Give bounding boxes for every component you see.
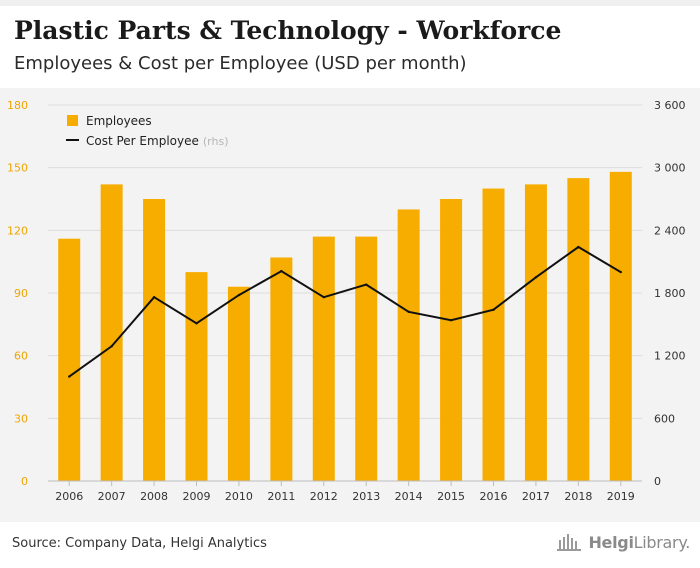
chart-area: 0 30 60 90 120 150 180 0 600 1 200 1 800 2 400 3 000… <box>0 88 700 522</box>
x-tick-label: 2011 <box>267 490 295 503</box>
top-accent-bar <box>0 0 700 6</box>
y-left-tick-label: 0 <box>21 475 28 488</box>
x-tick-label: 2013 <box>352 490 380 503</box>
employees-bar <box>58 238 81 481</box>
cost-per-employee-point <box>280 269 283 273</box>
x-tick-label: 2019 <box>607 490 635 503</box>
cost-per-employee-point <box>68 375 71 378</box>
cost-per-employee-point <box>152 295 156 299</box>
cost-per-employee-point <box>492 308 495 311</box>
x-tick-label: 2008 <box>140 490 168 503</box>
employees-bar <box>355 236 378 481</box>
y-right-tick-label: 1 200 <box>654 350 686 363</box>
x-tick-label: 2012 <box>310 490 338 503</box>
employees-bar <box>100 184 123 481</box>
brand-logo[interactable]: HelgiLibrary. <box>556 532 690 552</box>
cost-per-employee-point <box>195 322 198 325</box>
cost-per-employee-point <box>365 283 368 286</box>
employees-bar <box>397 209 420 481</box>
x-tick-label: 2010 <box>225 490 253 503</box>
employees-bar <box>609 171 632 481</box>
cost-per-employee-point <box>322 295 325 299</box>
x-tick-label: 2017 <box>522 490 550 503</box>
source-note: Source: Company Data, Helgi Analytics <box>12 536 267 551</box>
x-tick-label: 2009 <box>183 490 211 503</box>
legend-cost-label: Cost Per Employee <box>86 134 199 148</box>
y-left-tick-label: 60 <box>14 350 28 363</box>
x-tick-label: 2006 <box>55 490 83 503</box>
x-tick-label: 2015 <box>437 490 465 503</box>
y-right-tick-label: 1 800 <box>654 287 686 300</box>
workforce-chart: 0 30 60 90 120 150 180 0 600 1 200 1 800 2 400 3 000… <box>7 99 686 503</box>
y-right-tick-label: 3 000 <box>654 162 686 175</box>
employees-bar <box>567 178 590 481</box>
employees-bar <box>185 272 208 481</box>
library-building-icon <box>557 534 582 551</box>
legend-rhs-suffix: (rhs) <box>203 135 229 148</box>
y-left-tick-label: 30 <box>14 412 28 425</box>
x-tick-label: 2018 <box>564 490 592 503</box>
legend-employees-label: Employees <box>86 114 152 128</box>
y-right-tick-label: 3 600 <box>654 99 686 112</box>
cost-per-employee-point <box>110 345 113 348</box>
y-left-tick-label: 180 <box>7 99 28 112</box>
cost-per-employee-point <box>449 318 453 322</box>
y-left-tick-label: 120 <box>7 224 28 237</box>
cost-per-employee-point <box>237 293 241 297</box>
legend-employees-swatch <box>67 115 78 126</box>
cost-per-employee-point <box>619 270 622 274</box>
y-left-tick-label: 90 <box>14 287 28 300</box>
employees-bar <box>143 199 166 481</box>
cost-per-employee-point <box>534 276 538 279</box>
x-tick-label: 2007 <box>98 490 126 503</box>
chart-title: Plastic Parts & Technology - Workforce <box>14 16 562 45</box>
brand-name: HelgiLibrary. <box>588 532 690 552</box>
x-tick-label: 2016 <box>480 490 508 503</box>
employees-bar <box>440 199 463 481</box>
employees-bar <box>227 286 250 481</box>
y-right-tick-label: 0 <box>654 475 661 488</box>
y-right-tick-label: 600 <box>654 412 675 425</box>
chart-subtitle: Employees & Cost per Employee (USD per m… <box>14 53 467 74</box>
employees-bar <box>270 257 293 481</box>
cost-per-employee-line <box>68 245 622 378</box>
cost-per-employee-point <box>407 310 410 313</box>
y-left-tick-label: 150 <box>7 162 28 175</box>
employees-bar <box>524 184 547 481</box>
cost-per-employee-point <box>577 245 580 249</box>
y-right-tick-label: 2 400 <box>654 224 686 237</box>
employees-bar <box>312 236 335 481</box>
x-tick-label: 2014 <box>395 490 423 503</box>
chart-header: Plastic Parts & Technology - Workforce E… <box>0 6 700 86</box>
employees-bar <box>482 188 505 482</box>
chart-footer: Source: Company Data, Helgi Analytics He… <box>0 524 700 568</box>
